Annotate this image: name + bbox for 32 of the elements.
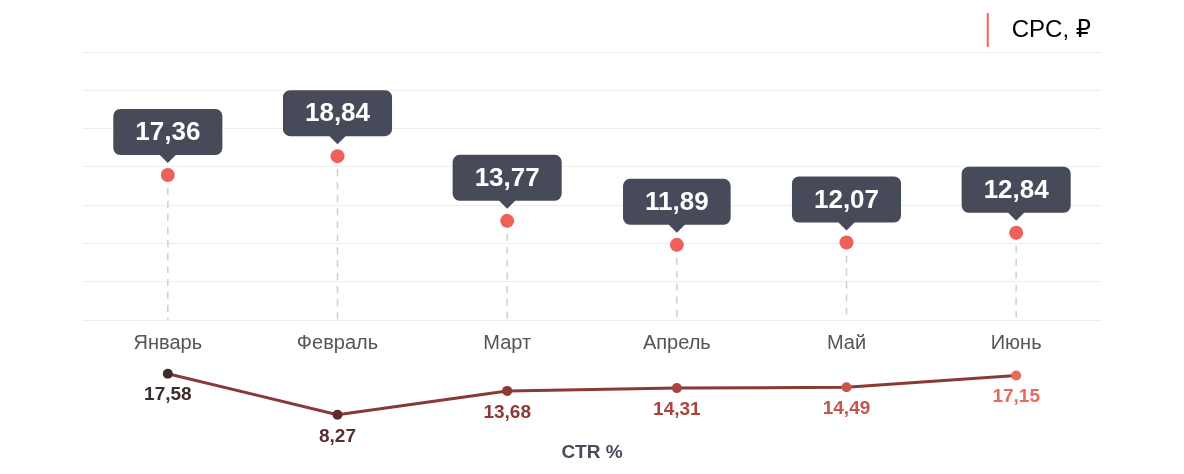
point [841,382,852,393]
point [162,368,173,379]
data-label: 17,15 [992,385,1041,407]
x-axis-title: CTR % [561,440,623,462]
point [500,213,515,228]
x-tick-label: Апрель [642,330,711,353]
x-tick-label: Июнь [990,330,1042,353]
data-label: 14,49 [822,397,871,419]
x-tick-label: Май [826,330,867,353]
data-label: 17,58 [144,383,192,405]
data-label: 11,89 [645,186,709,216]
x-tick-label: Январь [133,330,203,353]
point [671,383,682,394]
data-label: 12,84 [983,173,1050,204]
data-label: 8,27 [319,424,356,446]
data-label: 13,77 [474,162,540,193]
x-tick-label: Февраль [296,330,379,353]
point [1009,225,1024,240]
legend-label: CPC, ₽ [1011,14,1091,42]
point [502,385,513,396]
point [160,168,175,183]
data-label: 18,84 [304,97,371,128]
data-label: 14,31 [653,397,702,419]
point [1011,370,1022,381]
point [330,149,345,164]
point [669,237,684,252]
point [332,409,343,420]
data-label: 12,07 [813,183,880,214]
data-label: 13,68 [483,400,531,422]
x-tick-label: Март [483,330,532,353]
data-label: 17,36 [135,116,201,147]
point [839,235,854,250]
